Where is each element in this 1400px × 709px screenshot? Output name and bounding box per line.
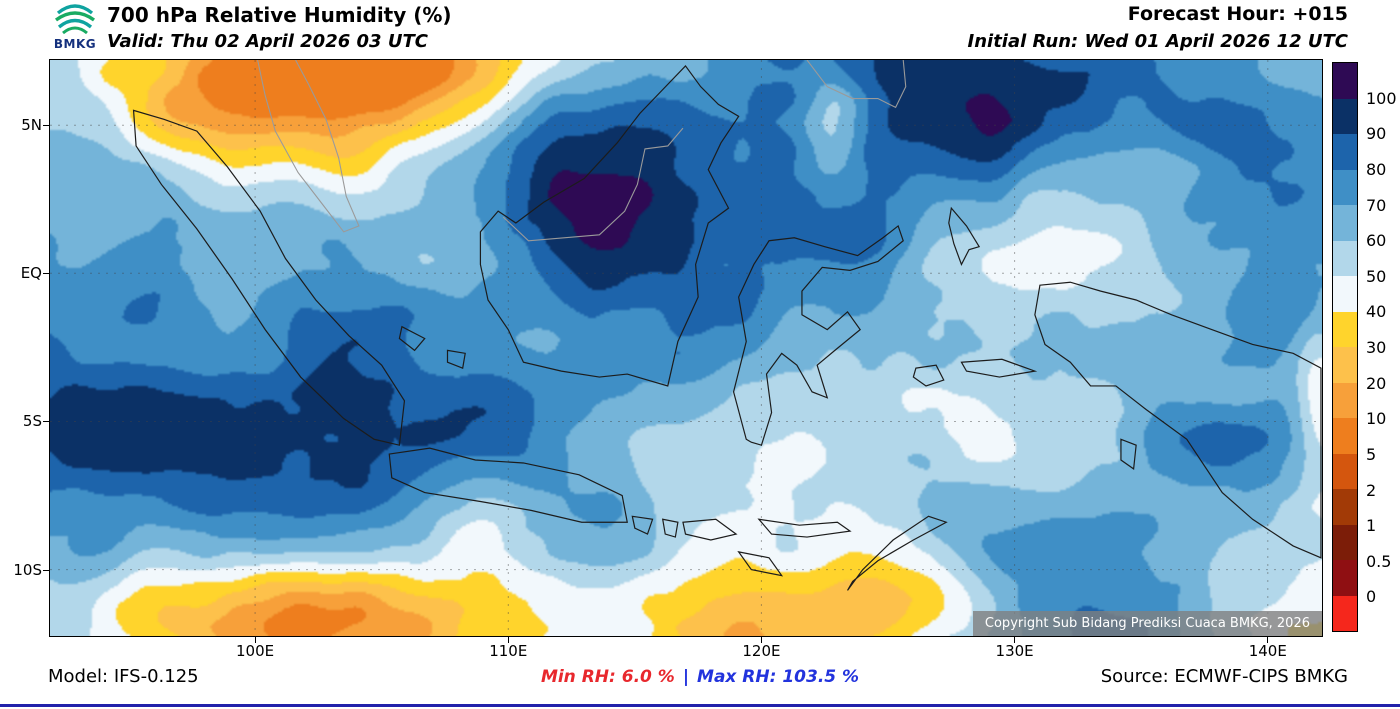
relative-humidity-field xyxy=(50,60,1322,636)
colorbar-label-0.5: 0.5 xyxy=(1366,551,1392,571)
new-guinea-coastline xyxy=(1035,282,1321,558)
colorbar-segment-11 xyxy=(1333,453,1357,489)
lon-label-140E: 140E xyxy=(1248,642,1287,660)
colorbar-label-30: 30 xyxy=(1366,338,1387,357)
lat-tick xyxy=(43,569,49,571)
min-max-rh: Min RH: 6.0 % | Max RH: 103.5 % xyxy=(0,667,1400,687)
colorbar-label-100: 100 xyxy=(1366,88,1397,108)
colorbar-label-50: 50 xyxy=(1366,266,1387,286)
initial-run-label: Initial Run: Wed 01 April 2026 12 UTC xyxy=(967,31,1348,52)
colorbar-label-60: 60 xyxy=(1366,231,1387,251)
belitung-coastline xyxy=(447,350,465,368)
coastlines xyxy=(134,60,1321,590)
lombok-coastline xyxy=(663,519,678,537)
lat-tick xyxy=(43,273,49,275)
colorbar-segment-0 xyxy=(1333,63,1357,99)
colorbar-segment-2 xyxy=(1333,134,1357,170)
java-coastline xyxy=(389,448,627,522)
malay-peninsula-coastline xyxy=(258,60,359,232)
map-overlay xyxy=(50,60,1322,636)
bmkg-logo-icon xyxy=(54,4,96,35)
lat-label-5N: 5N xyxy=(21,116,42,135)
lon-label-130E: 130E xyxy=(995,642,1034,660)
lat-tick xyxy=(43,421,49,423)
halmahera-coastline xyxy=(949,208,979,264)
timor-coastline xyxy=(848,516,947,590)
lat-label-5S: 5S xyxy=(22,412,42,431)
bmkg-logo: BMKG xyxy=(48,2,102,51)
model-label: Model: IFS-0.125 xyxy=(48,666,199,687)
lon-tick xyxy=(1014,637,1016,643)
lon-tick xyxy=(1267,637,1269,643)
colorbar-segment-13 xyxy=(1333,524,1357,560)
lon-label-100E: 100E xyxy=(236,642,275,660)
colorbar-segment-14 xyxy=(1333,560,1357,596)
sulawesi-coastline xyxy=(734,226,904,445)
lon-label-120E: 120E xyxy=(742,642,781,660)
colorbar-segment-15 xyxy=(1333,595,1357,631)
bali-coastline xyxy=(632,516,652,534)
copyright-notice: Copyright Sub Bidang Prediksi Cuaca BMKG… xyxy=(972,611,1322,636)
flores-coastline xyxy=(759,519,850,537)
page-title: 700 hPa Relative Humidity (%) xyxy=(107,3,452,27)
colorbar-segment-6 xyxy=(1333,276,1357,312)
source-label: Source: ECMWF-CIPS BMKG xyxy=(1100,666,1348,687)
colorbar-label-40: 40 xyxy=(1366,302,1387,322)
max-rh-label: Max RH: 103.5 % xyxy=(697,667,860,687)
graticule-gridlines xyxy=(50,60,1322,636)
humidity-colorbar xyxy=(1332,62,1358,632)
mindanao-coastline xyxy=(807,60,906,107)
colorbar-segment-12 xyxy=(1333,489,1357,525)
colorbar-label-10: 10 xyxy=(1366,409,1387,429)
aru-coastline xyxy=(1121,439,1136,469)
lon-tick xyxy=(254,637,256,643)
lat-label-EQ: EQ xyxy=(20,264,42,283)
colorbar-label-0: 0 xyxy=(1366,587,1377,607)
valid-time-label: Valid: Thu 02 April 2026 03 UTC xyxy=(107,31,428,52)
lat-label-10S: 10S xyxy=(13,560,42,579)
colorbar-segment-4 xyxy=(1333,205,1357,241)
min-max-separator: | xyxy=(682,667,690,687)
colorbar-segment-7 xyxy=(1333,311,1357,347)
min-rh-label: Min RH: 6.0 % xyxy=(540,667,675,687)
borneo-malaysia-border xyxy=(503,128,683,241)
lon-tick xyxy=(507,637,509,643)
colorbar-segment-5 xyxy=(1333,240,1357,276)
seram-coastline xyxy=(961,359,1034,377)
lat-tick xyxy=(43,125,49,127)
colorbar-label-90: 90 xyxy=(1366,124,1387,144)
colorbar-label-5: 5 xyxy=(1366,444,1377,464)
borneo-coastline xyxy=(480,66,738,386)
colorbar-label-80: 80 xyxy=(1366,159,1387,179)
buru-coastline xyxy=(913,365,943,386)
colorbar-segment-8 xyxy=(1333,347,1357,383)
forecast-hour-label: Forecast Hour: +015 xyxy=(1127,3,1348,25)
map-plot-area: Copyright Sub Bidang Prediksi Cuaca BMKG… xyxy=(49,59,1323,637)
bottom-divider xyxy=(0,704,1400,707)
sumba-coastline xyxy=(739,552,782,576)
lon-label-110E: 110E xyxy=(489,642,528,660)
colorbar-label-1: 1 xyxy=(1366,516,1377,536)
colorbar-label-2: 2 xyxy=(1366,480,1377,500)
colorbar-label-70: 70 xyxy=(1366,195,1387,215)
colorbar-label-20: 20 xyxy=(1366,373,1387,393)
lon-tick xyxy=(760,637,762,643)
sumbawa-coastline xyxy=(683,519,736,540)
bangka-coastline xyxy=(399,327,424,351)
colorbar-segment-10 xyxy=(1333,418,1357,454)
colorbar-segment-3 xyxy=(1333,169,1357,205)
bmkg-logo-text: BMKG xyxy=(53,37,97,51)
colorbar-segment-1 xyxy=(1333,98,1357,134)
sumatra-coastline xyxy=(134,110,405,445)
colorbar-segment-9 xyxy=(1333,382,1357,418)
